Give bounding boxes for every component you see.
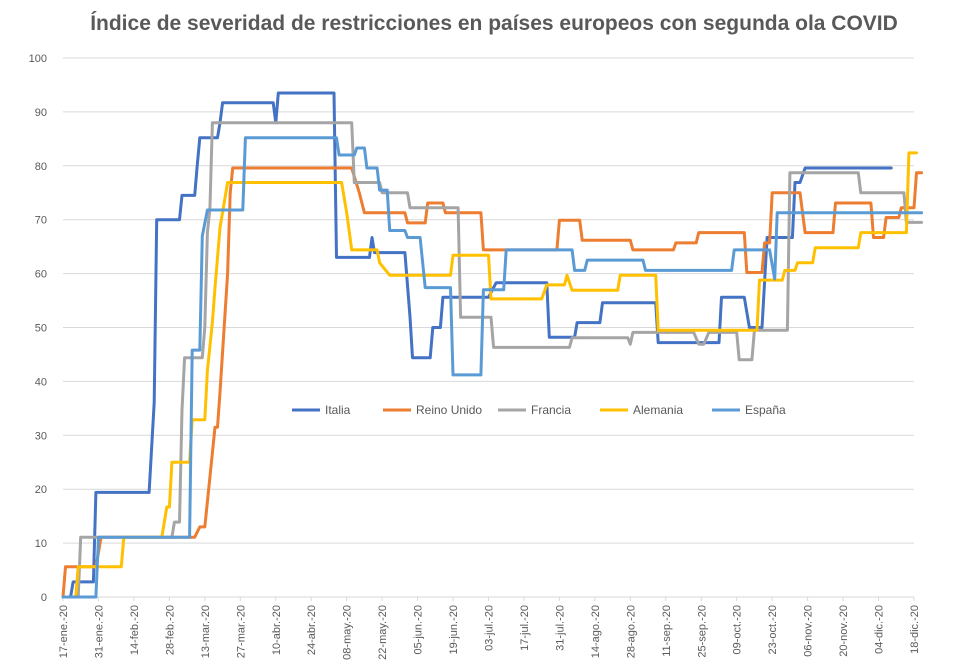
x-tick-label: 27-mar.-20	[235, 605, 247, 658]
y-tick-label: 90	[35, 107, 47, 119]
y-tick-label: 20	[35, 484, 47, 496]
x-tick-label: 24-abr.-20	[306, 605, 318, 655]
x-tick-label: 09-oct.-20	[732, 605, 744, 655]
y-tick-label: 60	[35, 269, 47, 281]
y-tick-label: 100	[29, 53, 47, 65]
y-tick-label: 80	[35, 161, 47, 173]
y-tick-label: 70	[35, 215, 47, 227]
x-tick-label: 19-jun.-20	[448, 605, 460, 655]
x-tick-label: 31-jul.-20	[554, 605, 566, 651]
y-tick-label: 30	[35, 430, 47, 442]
x-tick-label: 05-jun.-20	[413, 605, 425, 655]
y-tick-label: 50	[35, 323, 47, 335]
x-tick-label: 08-may.-20	[342, 605, 354, 660]
series-line-4	[61, 136, 924, 599]
x-tick-label: 17-jul.-20	[519, 605, 531, 651]
x-tick-label: 10-abr.-20	[271, 605, 283, 655]
x-tick-label: 06-nov.-20	[803, 605, 815, 657]
series-lines	[61, 91, 924, 599]
chart-title: Índice de severidad de restricciones en …	[90, 12, 898, 35]
x-tick-label: 20-nov.-20	[838, 605, 850, 657]
x-tick-label: 11-sep.-20	[661, 605, 673, 657]
x-tick-label: 28-feb.-20	[164, 605, 176, 655]
legend-label: Italia	[325, 403, 351, 417]
x-tick-label: 14-ago.-20	[590, 605, 602, 658]
axes: 0 10 20 30 40 50 60 70 80 90 100 17-ene.-20 31-ene.-…	[29, 53, 921, 660]
x-tick-label: 17-ene.-20	[58, 605, 70, 658]
x-tick-label: 25-sep.-20	[696, 605, 708, 658]
y-tick-label: 40	[35, 376, 47, 388]
y-tick-label: 10	[35, 538, 47, 550]
x-tick-label: 28-ago.-20	[625, 605, 637, 658]
series-line-0	[61, 91, 893, 599]
legend-label: Francia	[531, 403, 571, 417]
legend: Italia Reino Unido Francia Alemania España	[292, 403, 786, 417]
x-tick-label: 13-mar.-20	[200, 605, 212, 658]
legend-label: España	[745, 403, 786, 417]
legend-label: Alemania	[633, 403, 683, 417]
x-tick-label: 31-ene.-20	[93, 605, 105, 658]
legend-label: Reino Unido	[416, 403, 482, 417]
series-line-1	[61, 166, 924, 599]
x-tick-label: 22-may.-20	[377, 605, 389, 660]
x-tick-label: 14-feb.-20	[129, 605, 141, 655]
x-tick-label: 23-oct.-20	[767, 605, 779, 655]
series-line-3	[61, 151, 918, 599]
x-tick-label: 04-dic.-20	[874, 605, 886, 654]
x-tick-label: 03-jul.-20	[484, 605, 496, 651]
x-tick-label: 18-dic.-20	[909, 605, 921, 654]
y-tick-label: 0	[41, 592, 47, 604]
